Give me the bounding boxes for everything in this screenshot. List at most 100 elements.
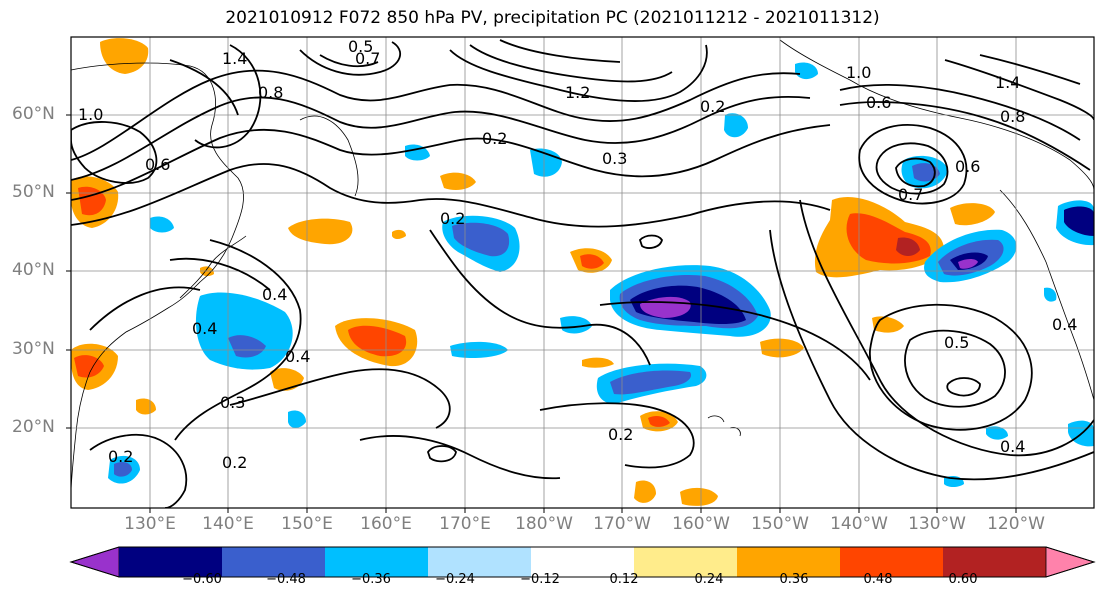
precip-positive-area <box>136 398 156 415</box>
precip-positive-area <box>270 368 304 391</box>
longitude-label: 180°W <box>515 514 573 534</box>
colorbar-tick-label: 0.36 <box>779 572 809 587</box>
contour-label: 0.2 <box>108 447 133 466</box>
colorbar-tick-label: 0.60 <box>948 572 978 587</box>
precip-positive-area <box>392 229 406 239</box>
contour-label: 0.4 <box>285 347 310 366</box>
precip-negative-area <box>724 113 748 138</box>
contour-label: 0.7 <box>898 185 923 204</box>
graticule <box>71 37 1094 508</box>
colorbar-tick-label: −0.36 <box>351 572 391 587</box>
pv-contour <box>71 95 811 181</box>
precip-negative-area <box>150 216 174 233</box>
axis-ticks <box>66 114 1017 513</box>
coastlines <box>71 39 1094 491</box>
contour-label: 0.2 <box>482 129 507 148</box>
pv-contour <box>979 54 1081 85</box>
coastline-north-america <box>999 189 1094 401</box>
pv-contour <box>944 59 1094 121</box>
pv-contour <box>469 44 673 83</box>
latitude-label: 60°N <box>12 104 55 124</box>
latitude-label: 20°N <box>12 417 55 437</box>
contour-label: 0.5 <box>348 37 373 56</box>
pv-contour <box>869 303 1033 431</box>
map-frame <box>70 36 1095 509</box>
colorbar-outline <box>69 546 1096 578</box>
colorbar-segment <box>943 547 1047 577</box>
pv-contour <box>71 124 831 201</box>
pv-contour <box>71 163 831 228</box>
contour-label: 0.3 <box>602 149 627 168</box>
contour-label: 0.6 <box>866 93 891 112</box>
pv-contour <box>359 435 561 480</box>
colorbar-segment <box>222 547 326 577</box>
colorbar-tick-label: 0.24 <box>694 572 724 587</box>
pv-contour <box>895 157 936 188</box>
pv-contour <box>229 368 451 429</box>
longitude-label: 170°E <box>439 514 491 534</box>
precip-negative-area <box>114 462 132 477</box>
colorbar-segment <box>325 547 429 577</box>
precip-positive-area <box>440 172 476 190</box>
colorbar-extension-low <box>69 546 120 578</box>
contour-label: 1.2 <box>565 83 590 102</box>
longitude-label: 130°E <box>124 514 176 534</box>
pv-contour <box>319 54 379 68</box>
longitude-label: 130°W <box>908 514 966 534</box>
contour-label: 0.4 <box>1000 437 1025 456</box>
longitude-label: 140°E <box>202 514 254 534</box>
contour-label: 0.4 <box>192 319 217 338</box>
contour-label: 0.2 <box>700 97 725 116</box>
coastline-asia <box>71 62 244 491</box>
pv-contour <box>169 59 239 116</box>
colorbar-tick-label: −0.48 <box>266 572 306 587</box>
contour-label: 0.2 <box>222 453 247 472</box>
contour-label: 0.4 <box>262 285 287 304</box>
precip-positive-area <box>648 415 670 427</box>
colorbar-segment <box>428 547 532 577</box>
contour-label: 0.6 <box>955 157 980 176</box>
contour-label: 0.2 <box>440 209 465 228</box>
contour-label: 1.0 <box>846 63 871 82</box>
colorbar-tick-label: 0.12 <box>609 572 639 587</box>
pv-contour <box>299 41 402 76</box>
precip-negative-area <box>530 148 562 177</box>
pv-contour <box>71 69 801 161</box>
pv-contour <box>89 433 188 508</box>
contour-label: 0.7 <box>355 49 380 68</box>
precip-negative-area <box>958 259 978 269</box>
contour-label: 0.8 <box>1000 107 1025 126</box>
precip-negative-area <box>452 222 510 257</box>
longitude-label: 150°E <box>281 514 333 534</box>
precip-negative-area <box>560 316 592 334</box>
contour-label: 1.4 <box>995 73 1020 92</box>
pv-contour <box>71 121 158 184</box>
pv-contour <box>799 199 1094 457</box>
precip-positive-area <box>580 254 604 269</box>
precip-negative-area <box>986 426 1008 440</box>
longitude-label: 160°E <box>360 514 412 534</box>
precip-negative-area <box>288 410 306 428</box>
contour-label: 0.6 <box>145 155 170 174</box>
longitude-label: 160°W <box>672 514 730 534</box>
precip-positive-area <box>348 325 407 357</box>
pv-contour <box>875 142 949 195</box>
pv-contour <box>449 44 708 102</box>
longitude-label: 170°W <box>593 514 651 534</box>
colorbar <box>69 546 1096 578</box>
pv-contour <box>169 257 271 291</box>
contour-label: 0.5 <box>944 333 969 352</box>
colorbar-tick-label: −0.12 <box>520 572 560 587</box>
coastline-kamchatka <box>299 115 359 197</box>
contour-labels: 1.4 0.5 0.7 1.0 0.8 0.6 1.2 0.2 0.3 0.4 … <box>78 37 1077 472</box>
pv-contour <box>839 83 1081 141</box>
contour-label: 1.0 <box>78 105 103 124</box>
precip-negative-area <box>228 335 266 358</box>
pv-contour <box>858 124 968 205</box>
contour-label: 1.4 <box>222 49 247 68</box>
colorbar-tick-label: −0.60 <box>182 572 222 587</box>
pv-contour <box>769 229 1094 481</box>
pv-contour <box>89 286 201 331</box>
precip-negative-area <box>610 370 692 395</box>
